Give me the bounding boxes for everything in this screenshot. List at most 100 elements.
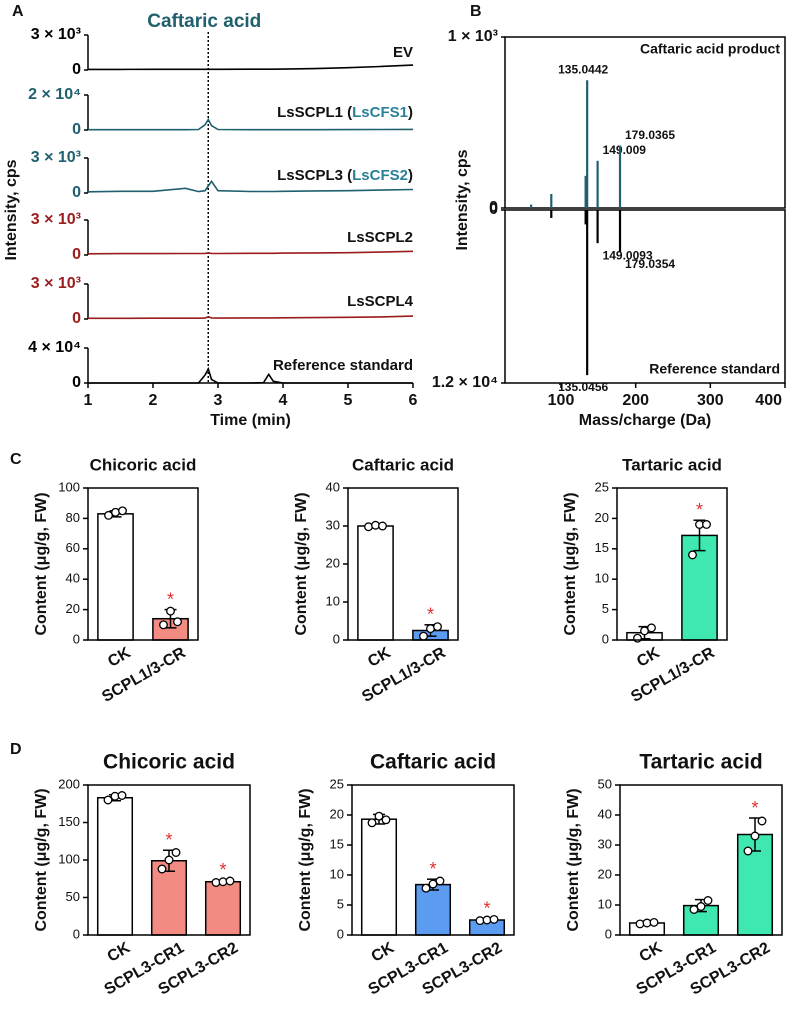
y-tick-label: 0 [333,631,340,646]
trace [88,315,414,320]
y-tick-label: 0 [337,926,344,941]
data-point [173,617,182,627]
peak-label: 135.0442 [558,62,608,76]
trace-label: LsSCPL2 [347,229,413,246]
trace [88,64,414,71]
chart-title: Caftaric acid [352,455,454,474]
bar [681,534,718,641]
x-tick-label: 6 [409,392,418,409]
y-tick-label: 25 [595,479,609,494]
y-tick-label: 15 [330,836,344,851]
data-point [649,917,659,927]
y-axis-label: Content (μg/g, FW) [33,492,50,635]
plot-frame [504,36,786,209]
y-tick-label: 0 [489,199,498,216]
x-tick-label: CK [365,644,394,671]
data-point [117,791,127,800]
data-point [750,831,760,841]
data-point [225,876,235,886]
x-tick-label: 400 [755,392,782,409]
x-tick-label: CK [105,939,134,966]
data-point [435,876,445,886]
plot-frame [347,487,459,641]
y-tick-label: 1.2 × 10⁴ [432,374,498,391]
chart-title: Tartaric acid [639,751,762,774]
y-tick-label: 5 [337,896,344,911]
significance: * [427,605,434,625]
y-tick-label: 20 [598,866,612,881]
y-tick-label: 40 [326,479,340,494]
y-tick-label: 10 [595,571,609,586]
data-point [433,622,442,632]
y-axis-label: Content (μg/g, FW) [297,788,314,931]
bar [360,818,398,936]
trace-label: LsSCPL3 (LsCFS2) [277,167,413,184]
data-point [378,521,387,531]
x-tick-label: 5 [344,392,353,409]
data-point [364,522,373,532]
trace-label: LsSCPL4 [347,293,414,310]
y-tick-label: 10 [326,593,340,608]
x-tick-label: 100 [548,392,575,409]
x-tick-label: 3 [214,392,223,409]
plot-frame [351,784,515,936]
data-point [688,550,697,560]
y-tick-label: 100 [58,851,80,866]
y-tick-label: 0 [73,631,80,646]
y-tick-label: 3 × 10³ [31,211,81,228]
peak-label: 135.0456 [558,380,608,394]
y-axis-label: Content (μg/g, FW) [33,788,50,931]
y-tick-label: 50 [598,776,612,791]
y-axis-label: Intensity, cps [454,149,471,250]
peak-label: 149.009 [603,143,647,157]
y-tick-label: 0 [72,61,81,78]
chart-title: Chicoric acid [103,751,235,774]
significance: * [167,589,174,609]
x-tick-label: 300 [697,392,724,409]
panel-label: B [470,3,482,20]
y-tick-label: 0 [602,631,609,646]
peak-label: 149.0093 [603,248,653,262]
y-tick-label: 15 [595,540,609,555]
x-tick-label: 1 [84,392,93,409]
trace-label: EV [393,44,413,61]
data-point [703,896,713,905]
x-tick-label: 4 [279,392,288,409]
y-tick-label: 3 × 10³ [31,149,81,166]
bar [414,883,452,936]
trace [87,179,414,193]
y-tick-label: 5 [602,601,609,616]
x-tick-label: CK [637,939,666,966]
data-point [166,606,175,616]
data-point [743,846,753,856]
data-point [367,818,377,828]
y-axis-label: Intensity, cps [3,159,20,260]
y-tick-label: 0 [73,926,80,941]
panel-label: A [12,3,24,20]
data-point [419,631,428,641]
y-tick-label: 10 [330,866,344,881]
significance: * [429,859,436,879]
y-tick-label: 80 [66,510,80,525]
data-point [421,883,431,893]
chart-title: Caftaric acid [370,751,496,774]
chart-title: Tartaric acid [622,455,722,474]
y-tick-label: 20 [326,555,340,570]
peak-label: 179.0354 [625,257,675,271]
y-tick-label: 100 [58,479,80,494]
x-tick-label: CK [105,644,134,671]
data-point [103,795,113,805]
data-point [171,848,181,857]
y-tick-label: 0 [605,926,612,941]
trace-label: Reference standard [273,357,413,374]
y-tick-label: 20 [330,806,344,821]
y-tick-label: 150 [58,814,80,829]
trace-label: LsSCPL1 (LsCFS1) [277,104,413,121]
x-tick-label: CK [369,939,398,966]
y-tick-label: 25 [330,776,344,791]
y-tick-label: 40 [66,571,80,586]
y-tick-label: 3 × 10³ [31,26,81,43]
y-tick-label: 50 [66,889,80,904]
bar [357,525,394,641]
data-point [374,811,384,821]
